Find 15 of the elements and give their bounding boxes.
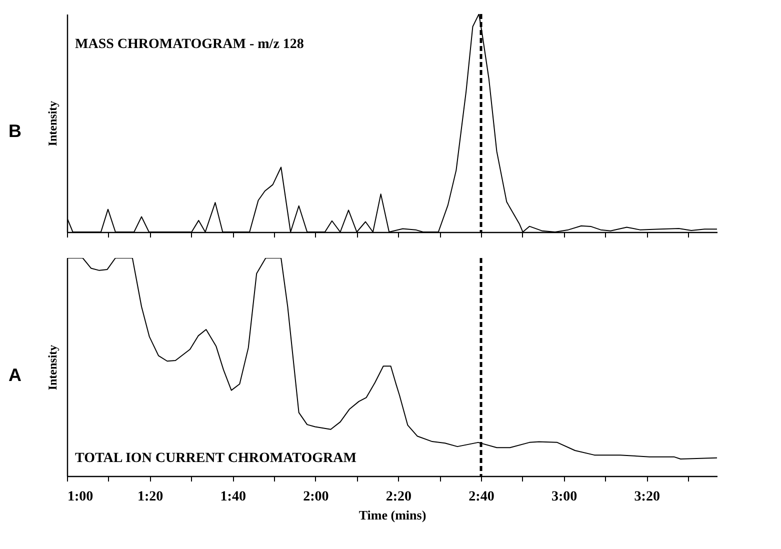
x-tick-label: 3:20	[634, 490, 660, 504]
x-tick-label: 2:20	[386, 490, 412, 504]
x-tick-label: 2:40	[468, 490, 494, 504]
x-tick-label: 2:00	[303, 490, 329, 504]
text: B	[8, 121, 22, 141]
annotation: TOTAL ION CURRENT CHROMATOGRAM	[75, 451, 356, 466]
annotation: MASS CHROMATOGRAM - m/z 128	[75, 37, 304, 52]
y-axis-title: Intensity	[46, 100, 60, 146]
y-axis-title: Intensity	[46, 344, 60, 390]
x-tick-label: 1:00	[68, 490, 94, 504]
x-tick-label: 1:20	[137, 490, 164, 504]
x-tick-label: 3:00	[551, 490, 578, 504]
text: A	[8, 365, 22, 385]
x-axis-title: Time (mins)	[358, 508, 426, 522]
x-tick-label: 1:40	[220, 490, 246, 504]
